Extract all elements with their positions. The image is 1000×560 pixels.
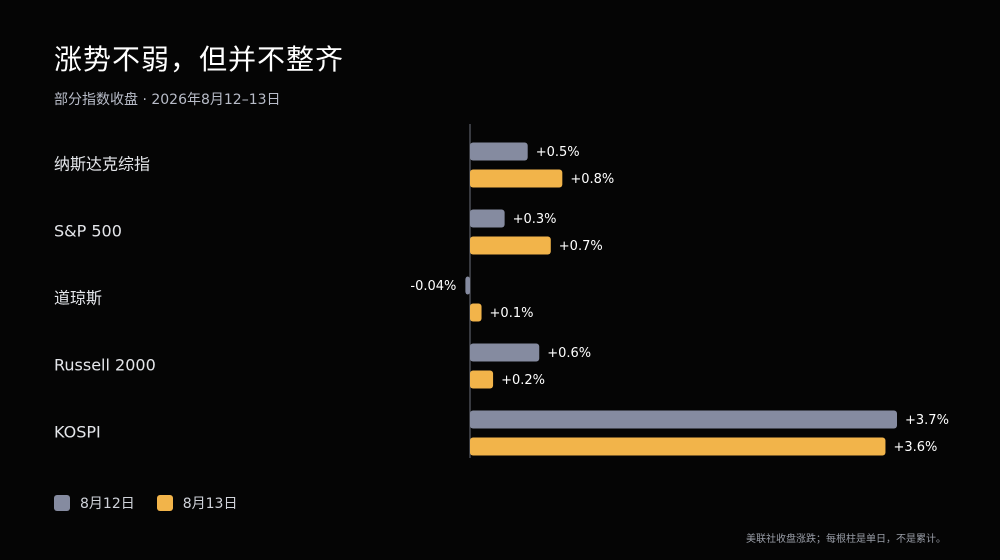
category-label: S&P 500 bbox=[54, 222, 122, 241]
data-label: +0.2% bbox=[501, 373, 545, 388]
category-label: 道琼斯 bbox=[54, 289, 102, 308]
data-label: +0.1% bbox=[490, 306, 534, 321]
bar-aug12 bbox=[470, 142, 528, 161]
bar-aug13 bbox=[470, 437, 886, 456]
legend-item-aug12: 8月12日 bbox=[54, 493, 135, 513]
footnote: 美联社收盘涨跌；每根柱是单日，不是累计。 bbox=[746, 534, 946, 545]
legend-swatch-aug13 bbox=[156, 495, 173, 511]
legend-item-aug13: 8月13日 bbox=[156, 493, 238, 513]
data-label: +3.6% bbox=[893, 440, 937, 455]
category-label: 纳斯达克综指 bbox=[54, 155, 150, 174]
bar-aug13 bbox=[470, 303, 482, 322]
bar-aug13 bbox=[470, 370, 494, 389]
legend-swatch-aug12 bbox=[54, 495, 70, 511]
bar-aug12 bbox=[470, 209, 505, 228]
data-label: -0.04% bbox=[410, 279, 456, 294]
data-label: +0.3% bbox=[513, 212, 557, 227]
chart-title: 涨势不弱，但并不整齐 bbox=[54, 43, 345, 76]
data-label: +0.7% bbox=[559, 239, 603, 254]
data-label: +3.7% bbox=[905, 413, 949, 428]
bar-chart: 纳斯达克综指 +0.5% +0.8% S&P 500 +0.3%+0.7% 道琼斯 -0.0… bbox=[54, 124, 949, 458]
bar-aug12 bbox=[470, 343, 540, 362]
bar-aug13 bbox=[470, 169, 563, 188]
legend-label-aug12: 8月12日 bbox=[80, 496, 135, 512]
bar-aug13 bbox=[470, 236, 551, 255]
legend-label-aug13: 8月13日 bbox=[182, 496, 238, 512]
data-label: +0.5% bbox=[536, 145, 580, 160]
bar-aug12 bbox=[465, 276, 470, 295]
data-label: +0.8% bbox=[570, 172, 614, 187]
chart-subtitle: 部分指数收盘 · 2026年8月12–13日 bbox=[54, 92, 281, 108]
category-label: Russell 2000 bbox=[54, 356, 156, 375]
legend: 8月12日 8月13日 bbox=[54, 493, 259, 513]
data-label: +0.6% bbox=[547, 346, 591, 361]
bar-aug12 bbox=[470, 410, 897, 429]
category-label: KOSPI bbox=[54, 423, 101, 442]
